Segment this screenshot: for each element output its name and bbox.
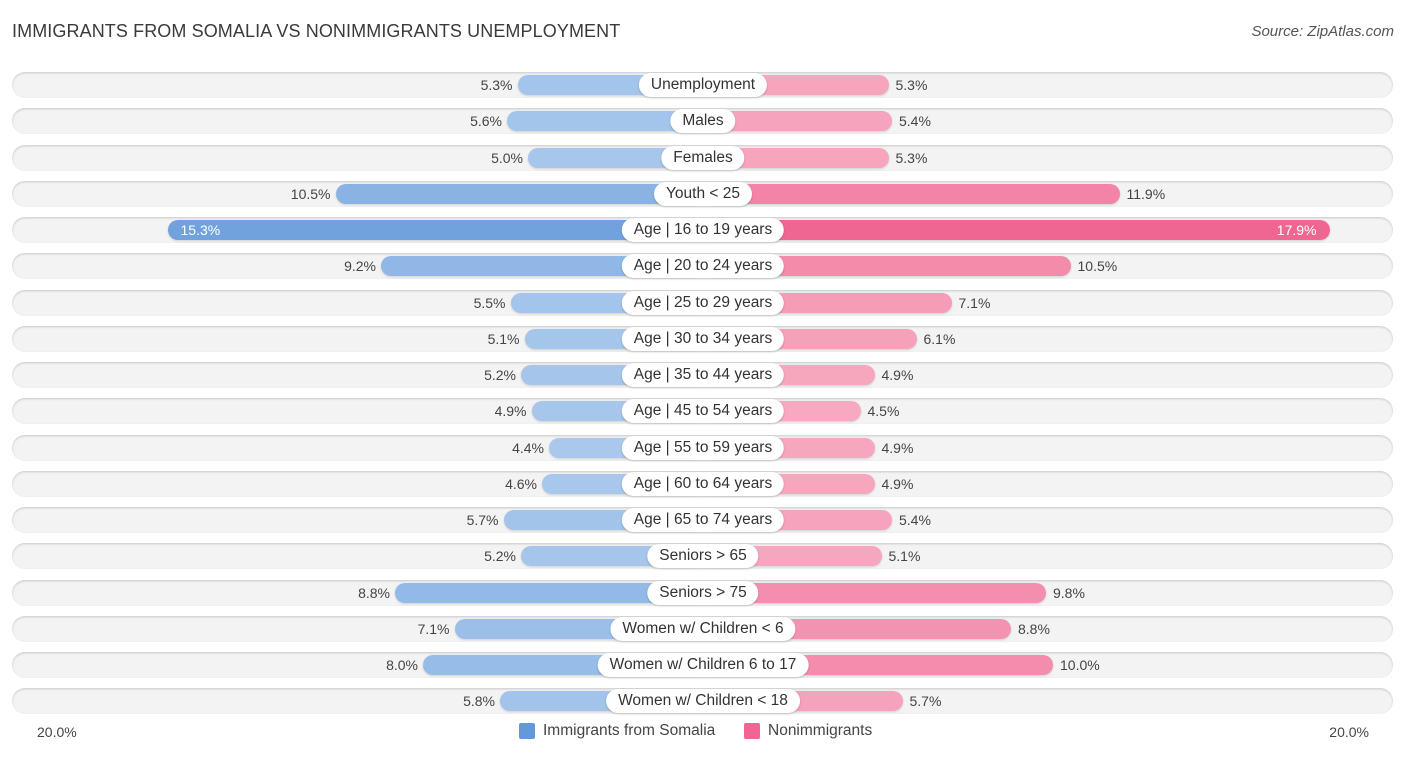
category-label: Age | 60 to 64 years [621,471,785,496]
value-label-nonimmigrants: 5.7% [909,693,942,710]
value-label-nonimmigrants: 5.4% [899,512,931,528]
chart-title: IMMIGRANTS FROM SOMALIA VS NONIMMIGRANTS… [12,21,621,41]
value-label-immigrants: 15.3% [180,222,221,238]
bar-nonimmigrants[interactable] [703,582,1046,603]
category-label: Age | 35 to 44 years [621,363,785,387]
value-label-immigrants: 4.9% [494,403,527,420]
value-label-immigrants: 5.1% [487,330,520,347]
value-label-nonimmigrants: 4.9% [881,475,914,492]
bar-immigrants[interactable] [507,111,703,132]
value-label-immigrants: 5.7% [466,512,499,528]
value-label-immigrants: 5.2% [484,367,516,383]
value-label-nonimmigrants: 5.3% [895,149,928,166]
value-label-immigrants: 8.0% [386,657,418,673]
axis-label-left: 20.0% [37,724,77,740]
category-label: Age | 20 to 24 years [621,254,785,279]
value-label-nonimmigrants: 10.5% [1077,258,1118,275]
value-label-nonimmigrants: 4.5% [867,403,900,420]
axis-label-right: 20.0% [1329,724,1369,740]
value-label-immigrants: 9.2% [344,258,376,275]
value-label-immigrants: 4.6% [505,475,537,492]
value-label-nonimmigrants: 4.9% [881,367,914,383]
value-label-nonimmigrants: 5.4% [899,113,931,130]
category-label: Women w/ Children < 6 [610,616,796,641]
value-label-nonimmigrants: 6.1% [923,330,956,347]
category-label: Age | 30 to 34 years [621,326,785,351]
value-label-nonimmigrants: 8.8% [1018,620,1050,637]
category-label: Youth < 25 [654,181,752,206]
category-label: Age | 16 to 19 years [621,218,785,242]
value-label-immigrants: 5.6% [470,113,502,130]
category-label: Women w/ Children < 18 [606,689,800,714]
value-label-immigrants: 8.8% [358,584,390,601]
legend-label-nonimmigrants: Nonimmigrants [768,722,873,739]
source-credit: Source: ZipAtlas.com [1251,23,1394,40]
category-label: Age | 55 to 59 years [621,435,785,460]
category-label: Age | 25 to 29 years [621,290,785,315]
value-label-nonimmigrants: 5.3% [895,77,928,93]
category-label: Age | 45 to 54 years [621,399,785,424]
bar-nonimmigrants[interactable] [703,111,892,132]
category-label: Unemployment [638,73,768,97]
legend-label-immigrants: Immigrants from Somalia [543,722,716,739]
value-label-immigrants: 5.5% [473,294,506,311]
value-label-immigrants: 7.1% [417,620,450,637]
category-label: Males [670,109,736,134]
bar-nonimmigrants[interactable] [703,183,1120,204]
bar-nonimmigrants[interactable] [703,220,1330,240]
category-label: Seniors > 65 [647,544,759,569]
value-label-immigrants: 5.3% [480,77,513,93]
legend-item-immigrants[interactable]: Immigrants from Somalia [519,722,715,740]
legend: Immigrants from Somalia Nonimmigrants [0,722,1406,744]
bar-immigrants[interactable] [335,183,703,204]
value-label-immigrants: 10.5% [290,185,331,202]
bar-immigrants[interactable] [395,582,703,603]
legend-item-nonimmigrants[interactable]: Nonimmigrants [744,722,872,740]
bar-immigrants[interactable] [528,147,703,168]
value-label-nonimmigrants: 10.0% [1060,657,1100,673]
category-label: Age | 65 to 74 years [621,508,785,532]
category-label: Women w/ Children 6 to 17 [597,653,809,677]
category-label: Seniors > 75 [647,580,759,605]
category-label: Females [661,145,745,170]
legend-swatch-nonimmigrants [744,723,760,739]
value-label-nonimmigrants: 5.1% [888,548,921,565]
value-label-nonimmigrants: 11.9% [1126,185,1166,202]
legend-swatch-immigrants [519,723,535,739]
value-label-nonimmigrants: 9.8% [1053,584,1085,601]
value-label-nonimmigrants: 17.9% [1276,222,1317,238]
value-label-immigrants: 4.4% [512,439,544,456]
value-label-immigrants: 5.8% [463,693,495,710]
bar-nonimmigrants[interactable] [703,147,889,168]
value-label-nonimmigrants: 7.1% [958,294,991,311]
bar-immigrants[interactable] [167,220,703,240]
value-label-nonimmigrants: 4.9% [881,439,914,456]
value-label-immigrants: 5.0% [491,149,523,166]
value-label-immigrants: 5.2% [484,548,516,565]
bar-nonimmigrants[interactable] [703,256,1071,277]
